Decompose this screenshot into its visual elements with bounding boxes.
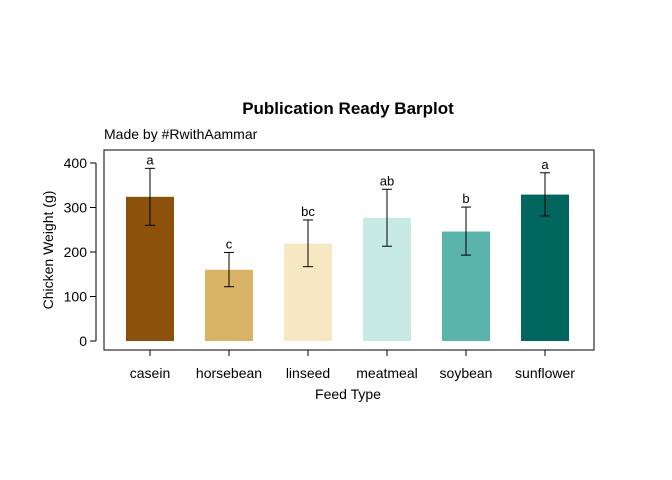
significance-letter-horsebean: c	[226, 236, 233, 251]
chart-subtitle: Made by #RwithAammar	[104, 126, 258, 142]
x-tick-label-sunflower: sunflower	[515, 365, 575, 381]
y-tick-label: 100	[64, 289, 88, 305]
chart-title: Publication Ready Barplot	[242, 99, 454, 118]
bars-group: a c bc ab b a	[126, 152, 569, 341]
y-tick-label: 300	[64, 200, 88, 216]
x-axis: casein horsebean linseed meatmeal soybean sun…	[130, 349, 575, 381]
significance-letter-sunflower: a	[541, 157, 549, 172]
significance-letter-meatmeal: ab	[380, 173, 394, 188]
plot-panel	[103, 149, 595, 351]
x-tick-label-casein: casein	[130, 365, 170, 381]
significance-letter-casein: a	[146, 152, 154, 167]
y-tick-label: 200	[64, 244, 88, 260]
y-axis-label: Chicken Weight (g)	[40, 191, 56, 310]
y-tick-label: 0	[79, 333, 87, 349]
x-tick-label-horsebean: horsebean	[196, 365, 262, 381]
x-axis-label: Feed Type	[315, 386, 381, 402]
significance-letter-soybean: b	[462, 191, 469, 206]
y-axis: 0 100 200 300 400	[64, 155, 97, 349]
y-tick-label: 400	[64, 155, 88, 171]
significance-letter-linseed: bc	[301, 204, 315, 219]
bar-sunflower	[521, 194, 569, 341]
x-tick-label-soybean: soybean	[440, 365, 493, 381]
x-tick-label-linseed: linseed	[286, 365, 330, 381]
x-tick-label-meatmeal: meatmeal	[356, 365, 417, 381]
